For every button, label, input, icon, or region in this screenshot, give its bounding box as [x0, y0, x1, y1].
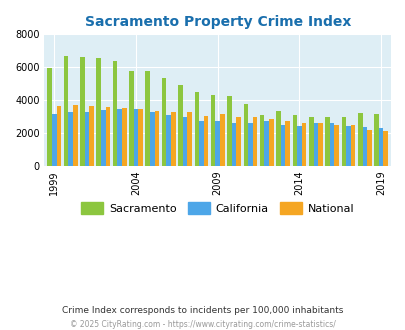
- Bar: [324, 117, 329, 166]
- Bar: [350, 125, 354, 166]
- Bar: [308, 117, 313, 166]
- Bar: [187, 113, 192, 166]
- Bar: [285, 121, 289, 166]
- Bar: [203, 116, 208, 166]
- Bar: [129, 71, 133, 166]
- Legend: Sacramento, California, National: Sacramento, California, National: [77, 198, 358, 218]
- Bar: [210, 95, 215, 166]
- Bar: [296, 126, 301, 166]
- Bar: [236, 117, 240, 166]
- Bar: [264, 121, 269, 166]
- Bar: [301, 123, 306, 166]
- Bar: [47, 68, 52, 166]
- Bar: [56, 106, 61, 166]
- Bar: [178, 85, 182, 166]
- Bar: [357, 113, 362, 166]
- Bar: [89, 106, 94, 166]
- Bar: [329, 123, 334, 166]
- Bar: [73, 105, 77, 166]
- Title: Sacramento Property Crime Index: Sacramento Property Crime Index: [84, 15, 350, 29]
- Bar: [280, 125, 285, 166]
- Bar: [122, 108, 126, 166]
- Bar: [133, 109, 138, 166]
- Bar: [220, 114, 224, 166]
- Bar: [150, 113, 154, 166]
- Bar: [52, 114, 56, 166]
- Bar: [198, 121, 203, 166]
- Bar: [171, 112, 175, 166]
- Bar: [154, 111, 159, 166]
- Bar: [269, 119, 273, 166]
- Bar: [341, 116, 345, 166]
- Bar: [215, 121, 220, 166]
- Bar: [162, 78, 166, 166]
- Bar: [85, 112, 89, 166]
- Bar: [96, 58, 101, 166]
- Bar: [318, 123, 322, 166]
- Bar: [362, 127, 366, 166]
- Bar: [231, 123, 236, 166]
- Bar: [275, 111, 280, 166]
- Bar: [252, 117, 257, 166]
- Bar: [145, 71, 150, 166]
- Bar: [345, 126, 350, 166]
- Bar: [378, 128, 383, 166]
- Bar: [80, 57, 85, 166]
- Bar: [292, 115, 296, 166]
- Bar: [194, 92, 198, 166]
- Bar: [68, 112, 73, 166]
- Bar: [113, 61, 117, 166]
- Bar: [117, 109, 121, 166]
- Bar: [334, 125, 338, 166]
- Bar: [243, 104, 247, 166]
- Bar: [313, 123, 318, 166]
- Bar: [101, 110, 105, 166]
- Bar: [373, 114, 378, 166]
- Bar: [366, 130, 371, 166]
- Bar: [259, 115, 264, 166]
- Bar: [383, 131, 387, 166]
- Bar: [166, 115, 171, 166]
- Text: © 2025 CityRating.com - https://www.cityrating.com/crime-statistics/: © 2025 CityRating.com - https://www.city…: [70, 319, 335, 329]
- Text: Crime Index corresponds to incidents per 100,000 inhabitants: Crime Index corresponds to incidents per…: [62, 306, 343, 315]
- Bar: [182, 116, 187, 166]
- Bar: [138, 109, 143, 166]
- Bar: [64, 56, 68, 166]
- Bar: [105, 107, 110, 166]
- Bar: [247, 123, 252, 166]
- Bar: [227, 96, 231, 166]
